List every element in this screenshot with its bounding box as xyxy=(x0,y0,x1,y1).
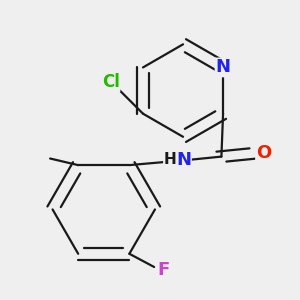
Text: H: H xyxy=(164,152,177,167)
Text: Cl: Cl xyxy=(102,73,120,91)
Text: O: O xyxy=(256,144,271,162)
Text: N: N xyxy=(176,151,191,169)
Text: F: F xyxy=(157,261,170,279)
Text: N: N xyxy=(216,58,231,76)
